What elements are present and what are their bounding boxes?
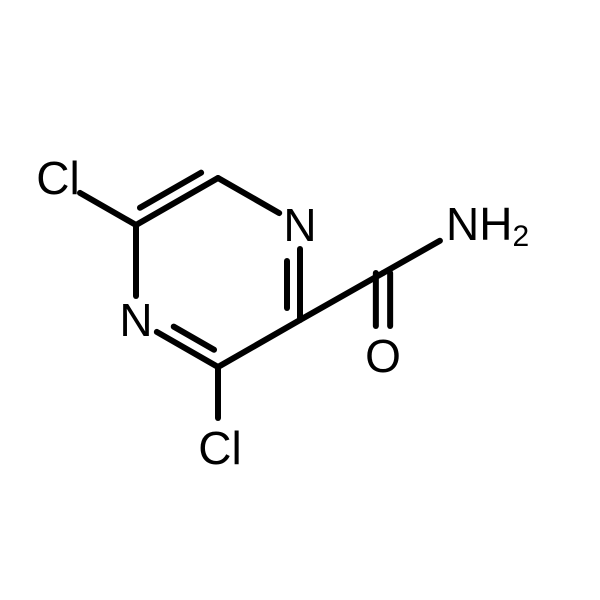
atom-label-n1: N (283, 199, 316, 251)
atom-label-o: O (365, 330, 401, 382)
atom-label-cl5: Cl (198, 422, 241, 474)
atom-label-n4: N (119, 294, 152, 346)
molecule-diagram: N N Cl Cl O NH2 (0, 0, 600, 600)
atom-label-n: NH2 (446, 198, 529, 253)
atom-label-cl3: Cl (36, 152, 79, 204)
